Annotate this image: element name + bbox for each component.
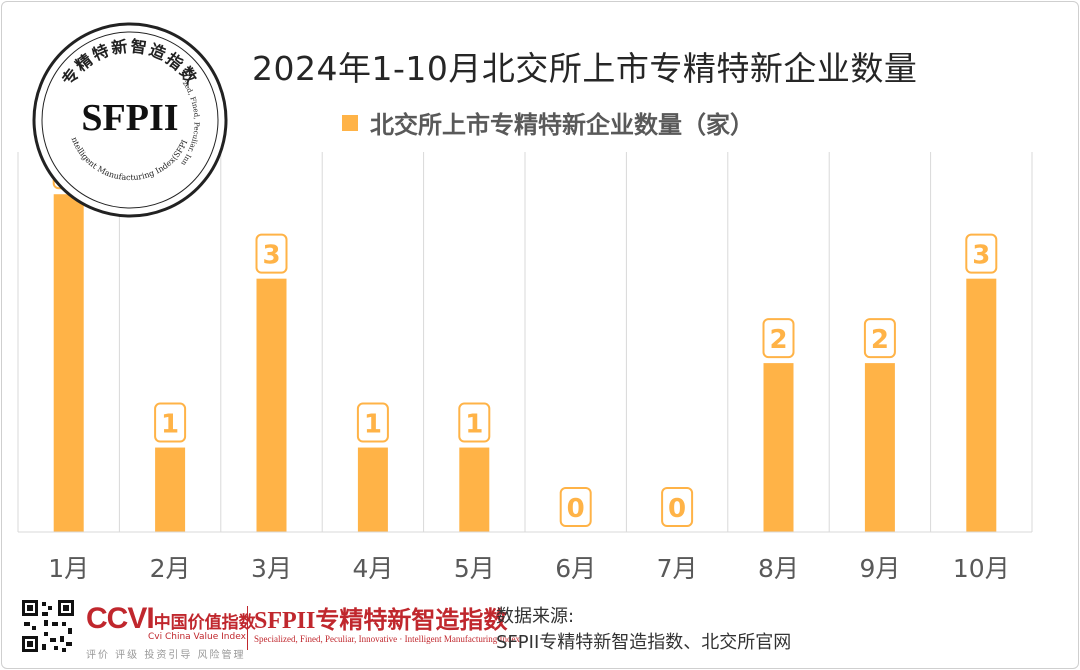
ccvi-logo: CCVI中国价值指数 Cvi China Value Index 评价 评级 投…: [86, 602, 256, 661]
legend-label: 北交所上市专精特新企业数量（家）: [370, 111, 754, 139]
data-label-box: [965, 233, 998, 274]
x-tick-label: 6月: [555, 554, 596, 583]
qr-code-icon: [20, 598, 76, 654]
data-label: 1: [364, 410, 382, 440]
data-label: 2: [769, 325, 787, 355]
legend-swatch: [342, 114, 358, 131]
data-label: 2: [871, 325, 889, 355]
bar: [459, 447, 490, 532]
data-label: 1: [161, 410, 179, 440]
data-source-label: 数据来源:: [496, 606, 575, 627]
x-tick-label: 8月: [758, 554, 799, 583]
data-label-box: [458, 402, 491, 443]
bar: [357, 447, 388, 532]
ccvi-cn-name: 中国价值指数: [153, 613, 256, 633]
data-label: 3: [262, 241, 280, 271]
x-axis: 1月 2月 3月 4月 5月 6月 7月 8月 9月 10月: [18, 531, 1032, 583]
data-label: 1: [465, 410, 483, 440]
bar: [155, 447, 186, 532]
sfpii-seal-logo: 专精特新智造指数 Intelligent Manufacturing Index…: [32, 22, 228, 218]
footer-divider: [247, 606, 248, 650]
bar: [763, 363, 794, 532]
ccvi-abbr: CCVI: [86, 602, 155, 635]
x-tick-label: 1月: [48, 554, 89, 583]
chart-title: 2024年1-10月北交所上市专精特新企业数量: [252, 49, 918, 88]
data-label: 0: [668, 494, 686, 524]
x-tick-label: 3月: [251, 554, 292, 583]
data-source: 数据来源: SFPII专精特新智造指数、北交所官网: [496, 604, 791, 656]
data-source-text: SFPII专精特新智造指数、北交所官网: [496, 632, 792, 653]
x-tick-label: 4月: [352, 554, 393, 583]
data-label: 0: [567, 494, 585, 524]
sfpii-brand: SFPII专精特新智造指数 Specialized, Fined, Peculi…: [254, 600, 520, 644]
ccvi-en-name: Cvi China Value Index: [148, 632, 246, 642]
data-label-box: [559, 487, 592, 527]
data-label-box: [863, 318, 896, 359]
data-label: 3: [972, 241, 990, 271]
sfpii-brand-title: SFPII专精特新智造指数: [254, 608, 508, 634]
x-tick-label: 9月: [859, 554, 900, 583]
sfpii-brand-subtitle: Specialized, Fined, Peculiar, Innovative…: [254, 634, 521, 644]
x-tick-label: 10月: [953, 554, 1010, 583]
data-label-box: [661, 487, 694, 527]
x-tick-label: 2月: [150, 554, 191, 583]
legend: 北交所上市专精特新企业数量（家）: [342, 105, 754, 140]
bar: [966, 278, 997, 532]
data-label-box: [356, 402, 389, 443]
bar: [864, 363, 895, 532]
data-label-box: [154, 402, 187, 443]
data-label-box: [255, 233, 288, 274]
x-tick-label: 7月: [657, 554, 698, 583]
svg-text:SFPII: SFPII: [81, 97, 178, 139]
bar: [256, 278, 287, 532]
bar: [53, 194, 84, 532]
bar-layer: [53, 194, 997, 532]
footer: CCVI中国价值指数 Cvi China Value Index 评价 评级 投…: [2, 592, 1078, 664]
data-label-box: [762, 318, 795, 359]
ccvi-tagline: 评价 评级 投资引导 风险管理: [86, 650, 246, 661]
x-tick-label: 5月: [454, 554, 495, 583]
